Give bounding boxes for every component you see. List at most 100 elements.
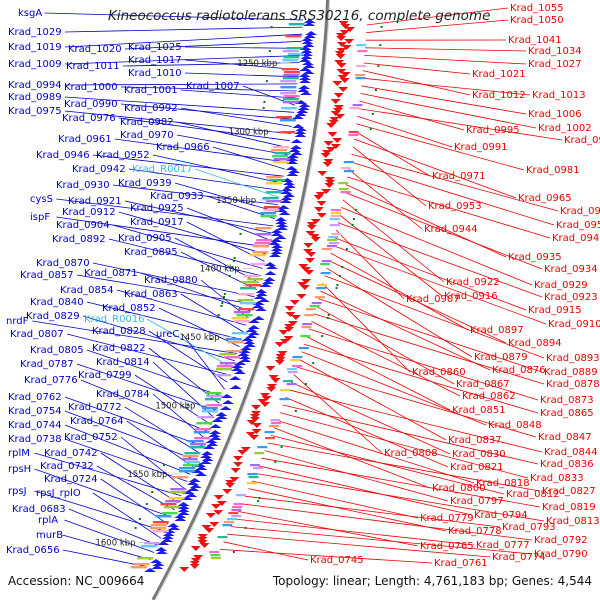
feature-dot bbox=[327, 314, 330, 316]
plus-strand-gene bbox=[257, 399, 268, 404]
right-leader-line bbox=[301, 351, 487, 426]
feature-dot bbox=[374, 89, 377, 91]
cog-stripe bbox=[169, 491, 186, 494]
right-leader-line bbox=[244, 495, 501, 528]
cog-stripe bbox=[352, 104, 363, 107]
minus-strand-gene bbox=[291, 115, 304, 119]
cog-stripe bbox=[279, 131, 296, 134]
minus-strand-gene bbox=[252, 316, 265, 320]
cog-stripe bbox=[264, 437, 275, 440]
cog-stripe bbox=[304, 314, 315, 317]
cog-stripe bbox=[338, 182, 349, 185]
cog-stripe bbox=[152, 521, 169, 524]
plus-strand-gene bbox=[324, 177, 335, 182]
cog-stripe bbox=[168, 497, 185, 500]
plus-strand-gene bbox=[344, 27, 355, 32]
feature-dot bbox=[379, 44, 382, 46]
cog-stripe bbox=[247, 473, 258, 476]
minus-strand-gene bbox=[229, 376, 242, 380]
right-gene-label: Krad_0819 bbox=[542, 502, 596, 513]
right-gene-label: Krad_0929 bbox=[534, 280, 588, 291]
gene-labels: ksgA Krad_1029 Krad_1019 Krad_1020 Krad_1025… bbox=[6, 3, 600, 569]
feature-dot bbox=[265, 80, 268, 82]
cog-stripe bbox=[231, 332, 248, 335]
right-leader-line bbox=[337, 222, 543, 298]
left-gene-label: Krad_0982 bbox=[120, 117, 174, 128]
left-gene-label: Krad_0857 bbox=[20, 270, 74, 281]
plus-strand-gene bbox=[306, 225, 317, 230]
cog-stripe bbox=[206, 395, 223, 398]
right-gene-label: Krad_0971 bbox=[432, 171, 486, 182]
left-leader-line bbox=[114, 138, 287, 163]
right-gene-label: Krad_0876 bbox=[492, 365, 546, 376]
cog-stripe bbox=[275, 116, 292, 119]
right-gene-label: Krad_1027 bbox=[528, 59, 582, 70]
feature-dot bbox=[221, 302, 224, 304]
feature-dot bbox=[151, 491, 154, 493]
right-gene-label: Krad_0997 bbox=[564, 135, 600, 146]
right-leader-line bbox=[254, 473, 545, 522]
right-leader-line bbox=[353, 138, 517, 199]
cog-stripe bbox=[338, 188, 349, 191]
minus-strand-gene bbox=[297, 88, 310, 92]
feature-dot bbox=[377, 65, 380, 67]
left-leader-line bbox=[56, 198, 274, 227]
right-leader-line bbox=[230, 526, 533, 555]
cog-stripe bbox=[233, 320, 250, 323]
minus-strand-gene bbox=[261, 280, 274, 284]
cog-stripe bbox=[280, 92, 297, 95]
right-leader-line bbox=[351, 153, 559, 212]
cog-stripe bbox=[270, 419, 281, 422]
plus-strand-gene bbox=[336, 42, 347, 47]
cog-stripe bbox=[356, 65, 367, 68]
plus-strand-gene bbox=[197, 534, 208, 539]
minus-strand-gene bbox=[239, 358, 252, 362]
right-leader-line bbox=[290, 381, 451, 455]
cog-stripe bbox=[280, 80, 297, 83]
cog-stripe bbox=[164, 506, 181, 509]
backbone-highlight bbox=[154, 0, 331, 600]
cog-stripe bbox=[286, 47, 303, 50]
cog-stripe bbox=[330, 215, 341, 218]
left-gene-label: Krad_0852 bbox=[102, 303, 156, 314]
minus-strand-gene bbox=[152, 562, 165, 566]
left-gene-label: rplM bbox=[8, 448, 30, 459]
plus-strand-gene bbox=[274, 342, 285, 347]
plus-strand-gene bbox=[284, 324, 295, 329]
cog-stripe bbox=[328, 242, 339, 245]
cog-stripe bbox=[331, 233, 342, 236]
cog-stripe bbox=[233, 503, 244, 506]
plus-strand-gene bbox=[197, 537, 208, 542]
cog-stripe bbox=[225, 338, 242, 341]
left-gene-label: Krad_0807 bbox=[10, 329, 64, 340]
left-leader-line bbox=[212, 146, 286, 170]
cog-stripe bbox=[330, 209, 341, 212]
cog-stripe bbox=[242, 281, 259, 284]
left-leader-line bbox=[44, 12, 304, 21]
right-gene-label: Krad_0867 bbox=[456, 379, 510, 390]
minus-strand-gene bbox=[248, 331, 261, 335]
minus-strand-gene bbox=[295, 127, 308, 131]
cog-stripe bbox=[286, 368, 297, 371]
cog-stripe bbox=[283, 56, 300, 59]
minus-strand-gene bbox=[177, 505, 190, 509]
cog-stripe bbox=[250, 464, 261, 467]
left-leader-line bbox=[118, 117, 290, 142]
plus-strand-gene bbox=[285, 312, 296, 317]
minus-strand-gene bbox=[288, 169, 301, 173]
right-gene-label: Krad_0847 bbox=[538, 432, 592, 443]
right-leader-line bbox=[357, 115, 453, 148]
plus-strand-gene bbox=[299, 285, 310, 290]
minus-strand-gene bbox=[270, 232, 283, 236]
feature-dot bbox=[380, 26, 383, 28]
right-leader-line bbox=[304, 343, 539, 414]
right-gene-label: Krad_0862 bbox=[462, 391, 516, 402]
right-leader-line bbox=[364, 55, 527, 65]
cog-stripe bbox=[249, 254, 266, 257]
cog-stripe bbox=[184, 452, 201, 455]
right-gene-label: Krad_0953 bbox=[428, 201, 482, 212]
cog-stripe bbox=[348, 134, 359, 137]
minus-strand-gene bbox=[288, 148, 301, 152]
plus-strand-gene bbox=[266, 387, 277, 392]
left-leader-line bbox=[116, 289, 247, 326]
